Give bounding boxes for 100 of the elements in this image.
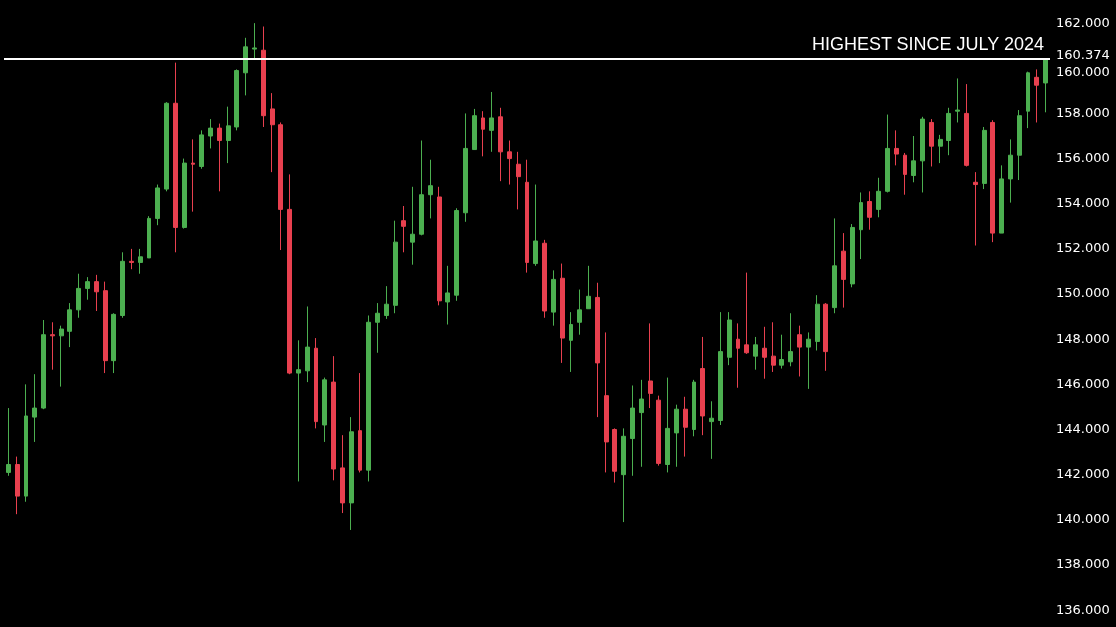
- candlestick: [103, 281, 108, 374]
- y-tick-label: 138.000: [1056, 556, 1110, 572]
- candlestick: [199, 129, 204, 170]
- ref-line-label: HIGHEST SINCE JULY 2024: [811, 33, 1044, 54]
- candlestick: [173, 62, 178, 253]
- candlestick: [331, 355, 336, 481]
- y-tick-label: 160.374: [1056, 46, 1110, 62]
- candlestick: [630, 384, 635, 477]
- y-tick-label: 144.000: [1056, 420, 1110, 436]
- candlestick: [445, 265, 450, 326]
- candlestick: [1026, 71, 1030, 129]
- candlestick: [718, 311, 723, 426]
- candlestick: [753, 336, 758, 371]
- candlestick: [894, 129, 899, 166]
- candlestick: [920, 116, 925, 193]
- candlestick: [999, 164, 1004, 234]
- candlestick: [964, 83, 969, 167]
- candlestick: [516, 151, 521, 210]
- candlestick: [709, 400, 714, 460]
- candlestick: [50, 321, 55, 371]
- candlestick: [358, 372, 362, 473]
- candlestick: [94, 274, 99, 312]
- candlestick: [911, 135, 916, 183]
- candlestick: [463, 112, 468, 223]
- candlestick: [164, 101, 169, 192]
- candlestick: [1043, 57, 1048, 113]
- candlestick: [938, 134, 943, 164]
- candlestick: [24, 383, 28, 503]
- candlestick: [428, 159, 433, 219]
- candlestick: [191, 138, 195, 213]
- candlestick: [771, 321, 776, 373]
- candlestick: [823, 302, 828, 372]
- candlestick: [982, 126, 987, 190]
- candlestick: [612, 427, 617, 484]
- candlestick: [815, 294, 820, 351]
- candlestick: [990, 119, 995, 243]
- candlestick: [788, 312, 793, 367]
- candlestick: [243, 37, 248, 96]
- candlestick: [67, 302, 72, 348]
- candlestick: [375, 302, 380, 354]
- candlestick: [41, 319, 46, 410]
- candlestick: [674, 404, 679, 468]
- candlestick: [410, 186, 415, 266]
- candlestick: [648, 322, 653, 409]
- candlestick: [903, 152, 907, 196]
- candlestick: [577, 289, 582, 336]
- y-tick-label: 146.000: [1056, 375, 1110, 391]
- candlestick: [507, 140, 512, 186]
- candlestick: [727, 311, 732, 366]
- candlestick: [314, 337, 318, 429]
- candlestick: [525, 159, 529, 274]
- candlestick: [472, 108, 477, 151]
- candlestick: [129, 248, 134, 270]
- candlestick: [393, 220, 398, 314]
- y-tick-label: 140.000: [1056, 511, 1110, 527]
- candlestick: [762, 326, 767, 380]
- candlestick: [59, 325, 64, 388]
- candlestick: [270, 92, 275, 173]
- candlestick: [261, 26, 266, 128]
- candlestick: [252, 22, 257, 59]
- candlestick: [656, 395, 661, 467]
- candlestick: [850, 223, 855, 288]
- candlestick: [234, 68, 239, 131]
- candlestick: [155, 184, 160, 226]
- y-tick-label: 142.000: [1056, 466, 1110, 482]
- candlestick: [665, 377, 670, 473]
- candlestick: [929, 118, 934, 167]
- candlestick: [32, 373, 37, 443]
- candlestick: [305, 305, 310, 383]
- candlestick: [560, 263, 565, 364]
- candlestick: [604, 331, 609, 473]
- candlestick: [1017, 109, 1022, 181]
- candlestick: [287, 173, 292, 375]
- candlestick: [481, 110, 485, 157]
- candlestick: [542, 239, 547, 319]
- candlestick: [349, 416, 354, 531]
- candlestick: [692, 379, 696, 437]
- candlestick: [973, 171, 978, 247]
- y-tick-label: 154.000: [1056, 195, 1110, 211]
- candlestick: [700, 336, 705, 436]
- y-tick-label: 158.000: [1056, 104, 1110, 120]
- y-tick-label: 148.000: [1056, 330, 1110, 346]
- y-tick-label: 156.000: [1056, 149, 1110, 165]
- candlestick: [217, 123, 222, 192]
- candlestick: [322, 377, 327, 443]
- candlestick: [111, 312, 116, 374]
- candlestick: [736, 322, 740, 389]
- candlestick: [806, 331, 811, 390]
- candlestick: [85, 276, 90, 301]
- candlestick: [876, 177, 881, 218]
- candlestick: [6, 407, 11, 477]
- candlestick: [278, 121, 283, 251]
- candlestick: [384, 285, 389, 320]
- y-tick-label: 150.000: [1056, 285, 1110, 301]
- candlestick: [208, 118, 213, 149]
- candlestick: [401, 205, 406, 253]
- candlestick: [419, 140, 424, 236]
- candlestick: [885, 114, 890, 193]
- candlestick: [340, 434, 345, 514]
- candlestick: [296, 339, 301, 482]
